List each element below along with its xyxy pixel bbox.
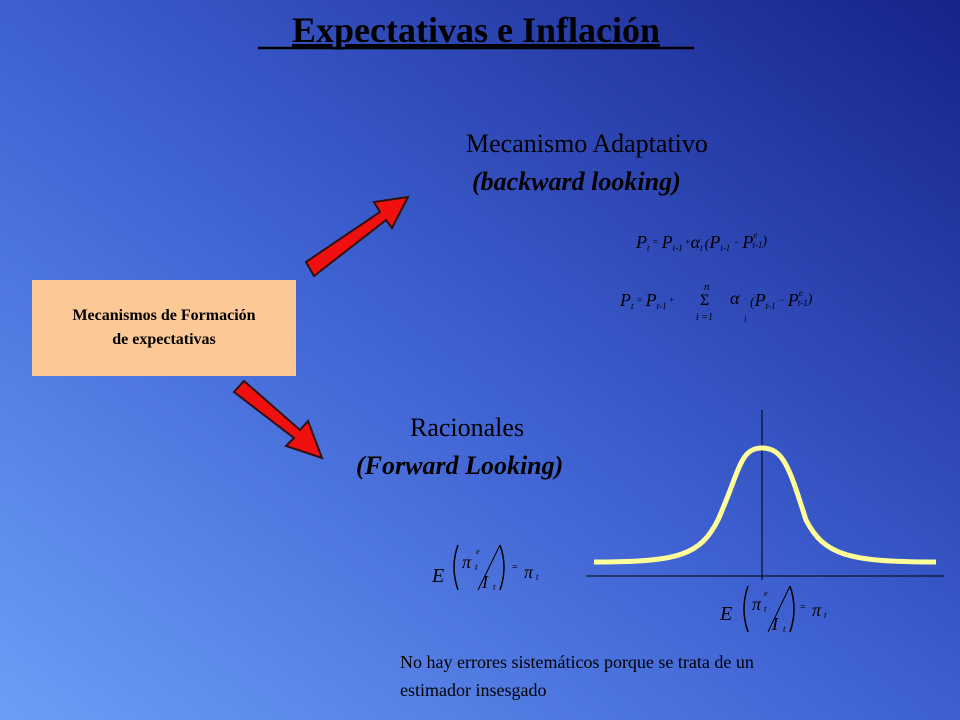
concept-box xyxy=(32,280,296,376)
formula-part: Σ xyxy=(700,292,709,309)
formula-part: t-1 xyxy=(752,240,762,250)
formula-part: π xyxy=(524,562,534,582)
paren xyxy=(453,544,459,591)
bell-curve xyxy=(593,445,937,565)
formula: (Pt-1− Pe t-1) xyxy=(750,288,813,311)
formula-part: t-1 xyxy=(766,301,776,311)
formula-part: = xyxy=(512,562,518,573)
formula-part: t xyxy=(824,610,827,620)
arrows xyxy=(232,195,410,460)
formula-part: t xyxy=(783,624,786,634)
slash xyxy=(477,544,501,591)
formula-part: ) xyxy=(807,292,813,307)
formula-part: − xyxy=(779,295,785,305)
adaptive-subheading: (backward looking) xyxy=(472,167,681,196)
formula-part: I xyxy=(481,572,489,592)
formula-part: t xyxy=(493,582,496,592)
formula: Pt= Pt-1+αt (Pt-1− Pe t-1) xyxy=(635,230,767,253)
formula-part: π xyxy=(812,600,822,620)
formula-part: t xyxy=(475,562,478,572)
formula-part: t-1 xyxy=(720,243,730,253)
formula-part: e xyxy=(764,589,768,598)
formula-part: P xyxy=(708,232,720,252)
formula-part: ( xyxy=(750,295,756,310)
formula-part: t xyxy=(647,243,650,253)
formula-part: P xyxy=(754,290,766,310)
formula-part: π xyxy=(462,552,472,572)
formula-part: e xyxy=(799,288,803,298)
formula-part: E xyxy=(719,603,732,625)
box-line: Mecanismos de Formación xyxy=(72,307,255,324)
formula-part: P xyxy=(635,232,647,252)
expectation-formula: E π e t I t = π t xyxy=(719,585,827,634)
formula-part: t xyxy=(700,243,703,253)
rational-heading: Racionales xyxy=(410,413,524,442)
formula-part: t-1 xyxy=(798,298,808,308)
formula-part: = xyxy=(800,602,806,613)
note-line: estimador insesgado xyxy=(400,680,546,700)
box-line: de expectativas xyxy=(112,331,216,348)
formula-part: t-1 xyxy=(673,243,683,253)
note-line: No hay errores sistemáticos porque se tr… xyxy=(400,652,754,672)
formula-part: e xyxy=(476,547,480,556)
formula-part: i =1 xyxy=(696,312,713,323)
expectation-formula: E π e t I t = π t xyxy=(431,544,539,592)
paren xyxy=(499,544,505,591)
formula-part: ( xyxy=(705,237,711,252)
formula-part: = xyxy=(653,237,659,247)
arrow-up xyxy=(304,195,410,278)
formula: α xyxy=(730,288,740,308)
formula-part: i xyxy=(744,314,747,324)
formula-part: ) xyxy=(761,234,767,249)
formula-part: e xyxy=(753,230,757,240)
formula-part: t xyxy=(764,604,767,614)
formula-part: α xyxy=(691,232,701,252)
formula-part: + xyxy=(669,295,675,305)
formula-part: t-1 xyxy=(657,301,667,311)
formula-part: P xyxy=(741,232,753,252)
formula-part: P xyxy=(645,290,657,310)
formula-part: t xyxy=(631,301,634,311)
formula-part: I xyxy=(771,614,779,634)
formula-part: π xyxy=(752,594,762,614)
formula: Pt= Pt-1+ xyxy=(619,290,675,311)
formula-part: + xyxy=(685,237,691,247)
slide-title: Expectativas e Inflación xyxy=(292,10,660,50)
rational-subheading: (Forward Looking) xyxy=(356,451,563,480)
formula-part: t xyxy=(536,572,539,582)
formula-part: P xyxy=(619,290,631,310)
formula-part: = xyxy=(637,295,643,305)
formula-part: E xyxy=(431,565,444,587)
adaptive-heading: Mecanismo Adaptativo xyxy=(466,129,708,158)
formula-part: n xyxy=(704,281,710,293)
paren xyxy=(789,585,795,633)
arrow-down xyxy=(232,379,324,460)
formula-part: α xyxy=(730,288,740,308)
slash xyxy=(767,585,791,633)
formula-part: P xyxy=(661,232,673,252)
paren xyxy=(743,585,749,633)
formula-part: P xyxy=(787,290,799,310)
formula-part: − xyxy=(733,237,739,247)
